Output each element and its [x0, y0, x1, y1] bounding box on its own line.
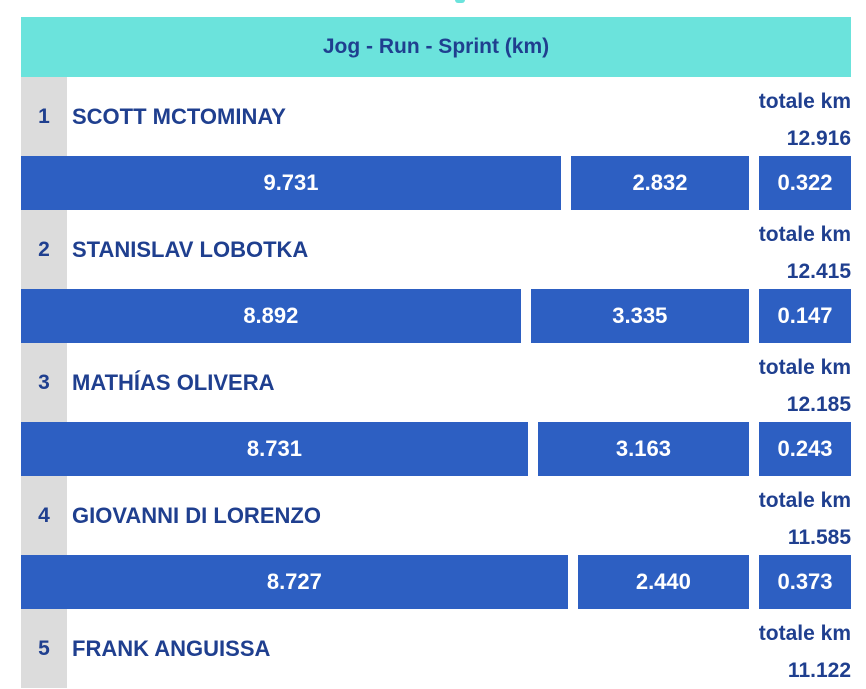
sprint-segment: 0.373: [759, 555, 851, 609]
rank-number: 3: [21, 343, 67, 422]
rank-number: 4: [21, 476, 67, 555]
run-segment: 2.832: [570, 156, 749, 210]
segment-bar: 8.731 3.163 0.243: [21, 422, 851, 476]
total-label: totale km: [758, 622, 851, 645]
run-segment: 3.335: [530, 289, 749, 343]
total-block: totale km 12.185: [759, 349, 851, 423]
player-name: MATHÍAS OLIVERA: [72, 369, 275, 395]
total-value: 12.415: [786, 260, 851, 283]
player-row: 2 STANISLAV LOBOTKA totale km 12.415: [21, 210, 851, 289]
total-value: 11.122: [787, 659, 851, 682]
rank-number: 1: [21, 77, 67, 156]
segment-bar: 8.892 3.335 0.147: [21, 289, 851, 343]
total-label: totale km: [758, 356, 851, 379]
player-name: SCOTT MCTOMINAY: [72, 103, 286, 129]
player-row: 3 MATHÍAS OLIVERA totale km 12.185: [21, 343, 851, 422]
run-segment: 3.163: [537, 422, 749, 476]
total-block: totale km 11.585: [759, 482, 851, 556]
total-label: totale km: [758, 489, 851, 512]
sprint-segment: 0.243: [759, 422, 851, 476]
rank-number: 5: [21, 609, 67, 688]
ranking-card: Jog - Run - Sprint (km) 1 SCOTT MCTOMINAY…: [21, 17, 851, 688]
player-name: STANISLAV LOBOTKA: [72, 236, 309, 262]
segment-bar: 9.731 2.832 0.322: [21, 156, 851, 210]
total-value: 12.916: [786, 127, 851, 150]
total-label: totale km: [758, 90, 851, 113]
total-block: totale km 11.122: [759, 615, 851, 689]
jog-segment: 9.731: [21, 156, 561, 210]
sprint-segment: 0.322: [759, 156, 851, 210]
player-name: GIOVANNI DI LORENZO: [72, 502, 321, 528]
segment-bar: 8.727 2.440 0.373: [21, 555, 851, 609]
jog-segment: 8.731: [21, 422, 528, 476]
player-name: FRANK ANGUISSA: [72, 635, 271, 661]
chart-title: Jog - Run - Sprint (km): [21, 17, 851, 77]
player-row: 5 FRANK ANGUISSA totale km 11.122: [21, 609, 851, 688]
run-segment: 2.440: [577, 555, 749, 609]
jog-segment: 8.892: [21, 289, 521, 343]
jog-segment: 8.727: [21, 555, 568, 609]
player-row: 4 GIOVANNI DI LORENZO totale km 11.585: [21, 476, 851, 555]
total-value: 11.585: [787, 526, 851, 549]
top-accent-mark: [455, 0, 465, 3]
total-label: totale km: [758, 223, 851, 246]
total-block: totale km 12.916: [759, 83, 851, 157]
player-row: 1 SCOTT MCTOMINAY totale km 12.916: [21, 77, 851, 156]
total-block: totale km 12.415: [759, 216, 851, 290]
rank-number: 2: [21, 210, 67, 289]
sprint-segment: 0.147: [759, 289, 851, 343]
total-value: 12.185: [786, 393, 851, 416]
player-list: 1 SCOTT MCTOMINAY totale km 12.916 9.731 2.83…: [21, 77, 851, 688]
